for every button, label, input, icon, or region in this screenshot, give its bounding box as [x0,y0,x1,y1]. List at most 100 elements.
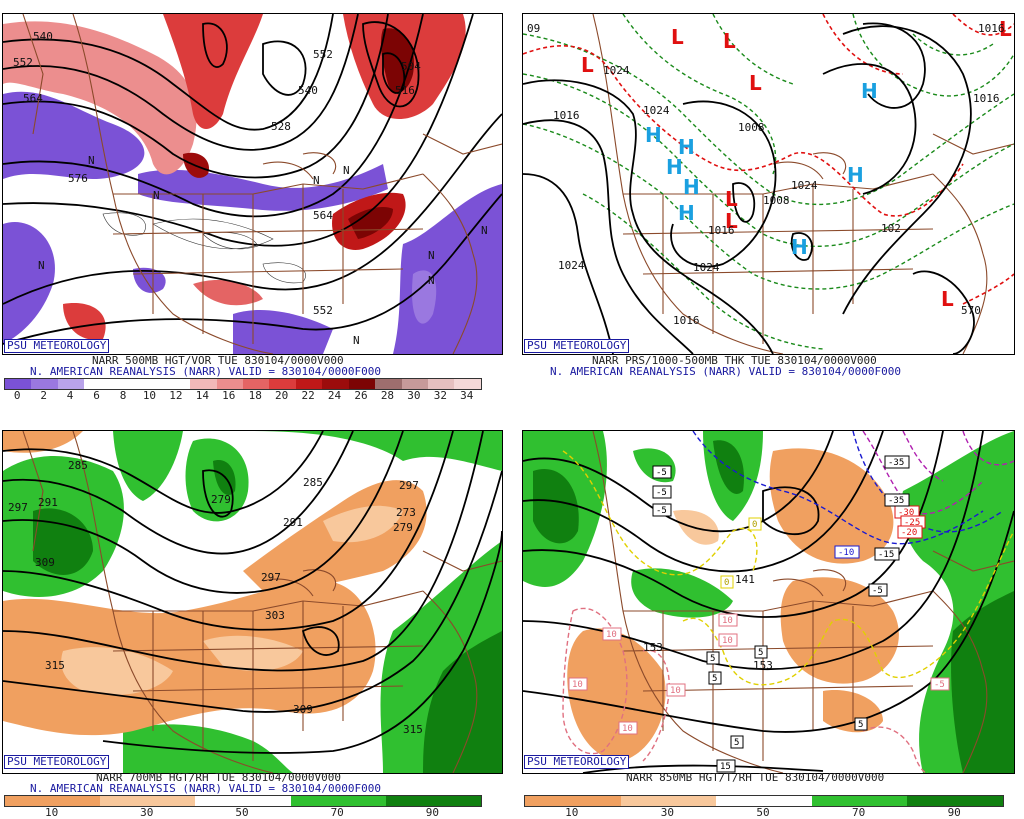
rh-shading [3,431,502,773]
contour-label: 153 [753,659,773,672]
temperature-isotherms [562,431,1014,773]
colorbar-tick-label: 90 [425,806,440,819]
contour-label: 528 [271,120,291,133]
temperature-label-box [652,503,672,517]
panel-850mb-temp-rh: 141 153 153 -35 -30 -25 -20 -35 -15 -10 -5 -5 -5 0… [512,410,1024,819]
colorbar-bin [290,796,386,806]
contour-label: 540 [33,30,53,43]
temperature-label-box [718,633,738,647]
isobar-label: 1024 [603,64,630,77]
colorbar-bin [295,379,323,389]
temperature-label: 10 [622,724,633,734]
vorticity-symbol: N [481,224,488,237]
temperature-label-box [568,677,588,691]
map-caption-valid: N. AMERICAN REANALYSIS (NARR) VALID = 83… [30,782,381,795]
temperature-label: 5 [710,654,715,664]
colorbar-tick-label: 90 [947,806,961,819]
contour-label: 516 [395,84,415,97]
temperature-label-box [706,651,720,665]
map-caption-title: NARR 500MB HGT/VOR TUE 830104/0000V000 [92,354,344,367]
panel-500mb-vorticity: 540 552 564 576 552 504 516 540 528 564 … [0,0,512,409]
colorbar-bin [57,379,85,389]
temperature-label-box [730,735,744,749]
contour-label: 285 [68,459,88,472]
temperature-label: -5 [656,488,667,498]
colorbar-bin [5,379,32,389]
high-center: H [861,79,878,103]
pressure-centers: L L L L L L L L H H H H H H H H [581,17,1012,311]
colorbar-bin [31,379,58,389]
colorbar-tick-label: 30 [660,806,675,819]
contour-label: 540 [298,84,318,97]
temperature-label: -5 [934,680,945,690]
colorbar-tick-label: 18 [248,389,262,402]
temperature-label: 10 [670,686,681,696]
psu-badge: PSU METEOROLOGY [524,755,630,769]
colorbar-tick-label: 34 [460,389,474,402]
isobar-label: 09 [527,22,540,35]
colorbar-bin [907,796,1003,806]
contour-label: 297 [399,479,419,492]
map-caption-valid: N. AMERICAN REANALYSIS (NARR) VALID = 83… [30,365,381,378]
temperature-label: -5 [656,506,667,516]
temperature-label-box [884,455,910,469]
colorbar-bin [525,796,621,806]
colorbar-bin [5,796,101,806]
pressure-map-svg: L L L L L L L L H H H H H H H H [523,14,1014,354]
contour-label: 315 [403,723,423,736]
colorbar-tick-label: 10 [44,806,59,819]
high-center: H [791,235,808,259]
contour-label: 303 [265,609,285,622]
t850-map-svg: 141 153 153 -35 -30-25-20 -35 -15 -10 -5 -5 -5 0… [523,431,1014,773]
temperature-label-box [754,645,768,659]
low-center: L [723,29,736,53]
colorbar-bin [216,379,243,389]
vorticity-map-svg: 540 552 564 576 552 504 516 540 528 564 … [3,14,502,354]
isobars [523,22,975,354]
colorbar-bin [716,796,812,806]
high-center: H [666,155,683,179]
contour-label: 291 [38,496,58,509]
map-caption-title: NARR PRS/1000-500MB THK TUE 830104/0000V… [592,354,877,367]
temperature-label: 0 [724,578,729,588]
temperature-label-box [652,465,672,479]
vorticity-symbol: N [88,154,95,167]
contour-label: 273 [396,506,416,519]
contour-label: 564 [313,209,333,222]
vorticity-symbol: N [343,164,350,177]
temperature-label-box [930,677,950,691]
colorbar-tick-label: 70 [330,806,344,819]
contour-label: 315 [45,659,65,672]
vorticity-symbol: N [313,174,320,187]
colorbar-bin [811,796,908,806]
panel-700mb-rh: 285 291 297 279 285 291 297 279 273 303 … [0,410,512,819]
temperature-label: 10 [572,680,583,690]
high-center: H [678,201,695,225]
temperature-label: -20 [901,528,917,538]
colorbar-tick-label: 30 [140,806,154,819]
temperature-label: 5 [712,674,717,684]
isobar-label: 1008 [763,194,790,207]
map-pressure-thickness: L L L L L L L L H H H H H H H H [522,13,1015,355]
temperature-label: -10 [838,548,854,558]
temperature-label-box [708,671,722,685]
map-caption-valid: N. AMERICAN REANALYSIS (NARR) VALID = 83… [550,365,901,378]
height-labels: 285 291 297 279 285 291 297 279 273 303 … [8,459,423,736]
vorticity-colorbar [4,378,482,390]
colorbar-tick-label: 10 [142,389,157,402]
colorbar-tick-label: 6 [93,389,100,402]
geography-boundaries [592,431,1014,773]
colorbar-tick-label: 10 [565,806,579,819]
colorbar-bin [401,379,428,389]
isobar-label: 1024 [558,259,585,272]
colorbar-bin [322,379,349,389]
high-center: H [678,135,695,159]
colorbar-bin [195,796,291,806]
map-850mb-temp-rh: 141 153 153 -35 -30 -25 -20 -35 -15 -10 -5 -5 -5 0… [522,430,1015,774]
contour-label: 297 [8,501,28,514]
geography-boundaries [22,14,502,354]
contour-label: 564 [23,92,43,105]
temperature-label: -5 [656,468,667,478]
low-center: L [725,187,738,211]
contour-label: 153 [643,641,663,654]
